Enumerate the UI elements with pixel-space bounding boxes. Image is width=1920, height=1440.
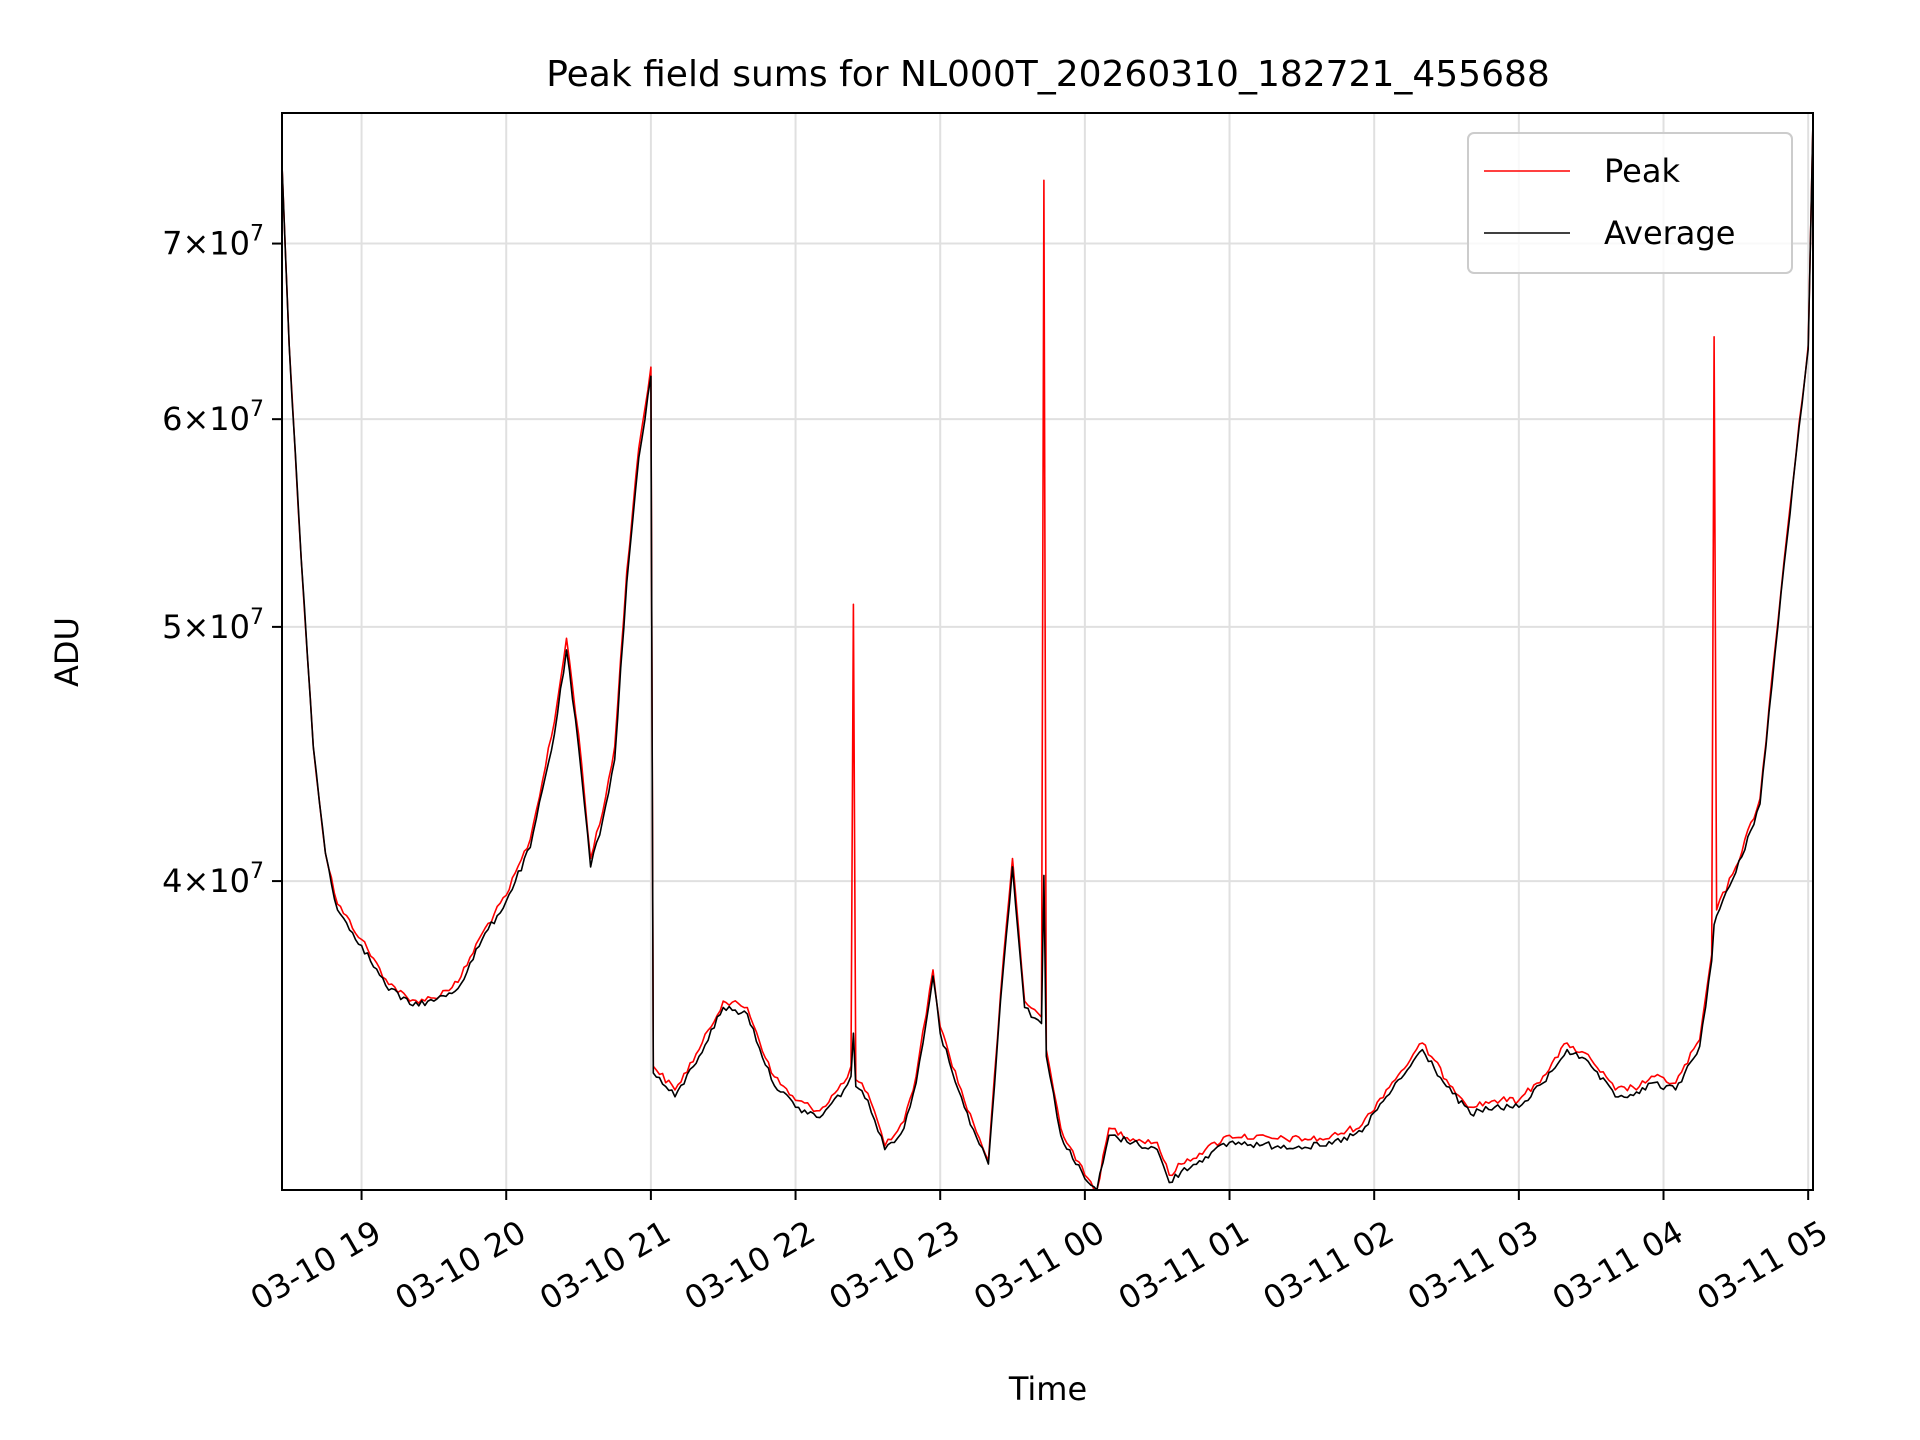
y-tick-exponent: 7 (250, 222, 264, 247)
y-tick-mantissa: 5 (162, 608, 182, 646)
y-tick-exponent: 7 (250, 605, 264, 630)
y-tick-mantissa: 6 (162, 400, 182, 438)
legend: Peak Average (1467, 132, 1793, 274)
y-tick-times-sign: ×10 (182, 862, 250, 900)
x-axis-label: Time (1008, 1370, 1087, 1408)
y-tick-label: 7×107 (162, 222, 264, 263)
series-line-average (281, 120, 1814, 1191)
series-line-peak (281, 120, 1814, 1191)
legend-box (1467, 132, 1793, 274)
legend-label-average: Average (1604, 214, 1735, 252)
grid (282, 113, 1813, 1190)
y-axis-label: ADU (48, 617, 86, 687)
y-tick-label: 5×107 (162, 605, 264, 646)
chart-title: Peak field sums for NL000T_20260310_1827… (546, 54, 1550, 95)
plot-frame (281, 112, 1814, 1191)
y-tick-label: 4×107 (162, 859, 264, 900)
y-tick-times-sign: ×10 (182, 225, 250, 263)
y-tick-label: 6×107 (162, 397, 264, 438)
legend-label-peak: Peak (1604, 152, 1680, 190)
plot-area (281, 120, 1814, 1191)
y-tick-exponent: 7 (250, 859, 264, 884)
y-tick-mantissa: 4 (162, 862, 182, 900)
y-tick-exponent: 7 (250, 397, 264, 422)
y-tick-times-sign: ×10 (182, 400, 250, 438)
y-tick-mantissa: 7 (162, 225, 182, 263)
y-tick-times-sign: ×10 (182, 608, 250, 646)
